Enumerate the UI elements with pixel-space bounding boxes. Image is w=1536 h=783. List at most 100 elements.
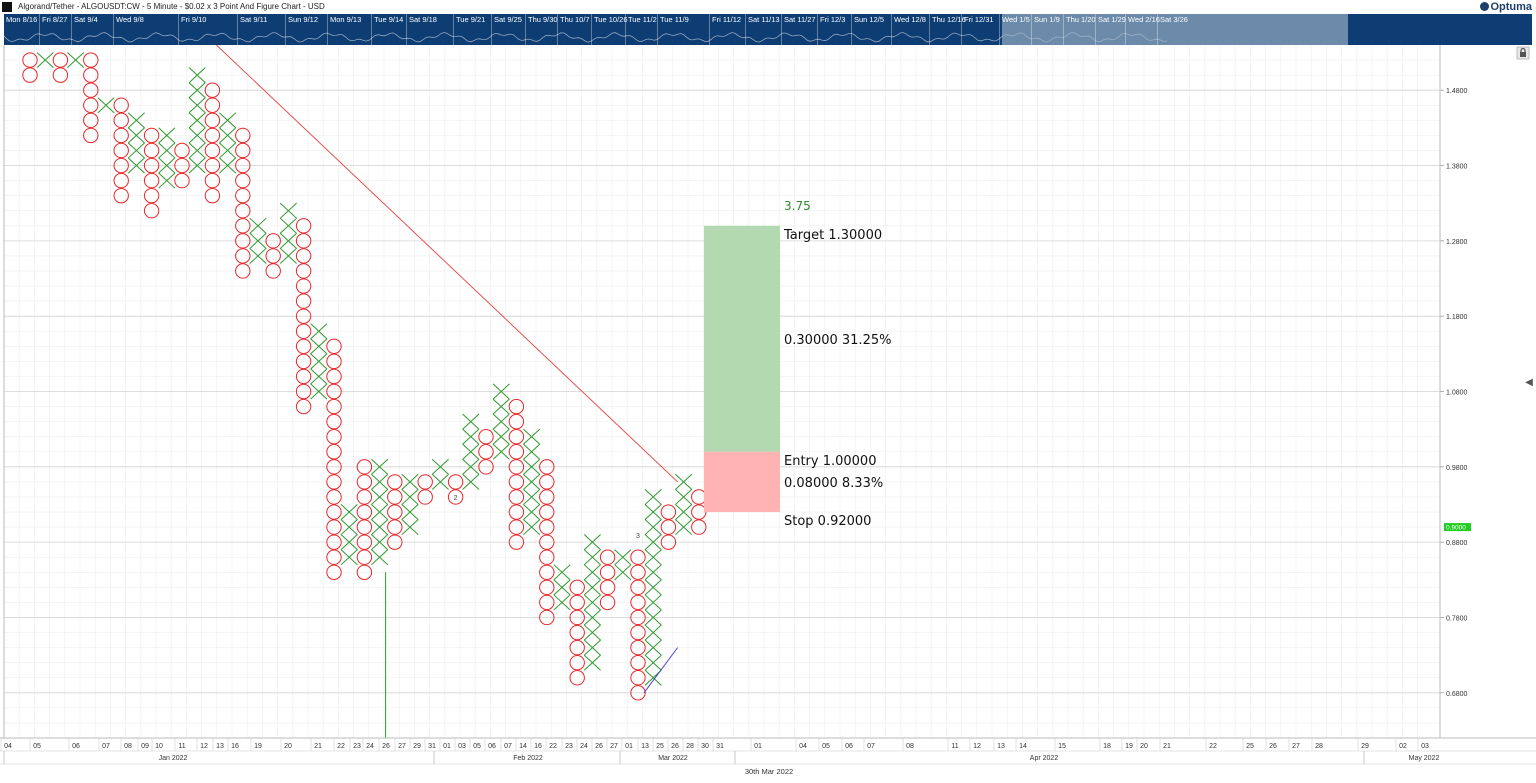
pf-o-box — [539, 489, 555, 505]
pf-x-box — [462, 413, 480, 430]
pf-o-box — [326, 444, 342, 460]
pf-o-box — [235, 157, 251, 174]
navigator-price-line — [4, 32, 1168, 43]
pf-o-box — [478, 459, 494, 475]
navigator-date-label[interactable]: Thu 9/30 — [528, 15, 558, 24]
pf-o-box — [235, 233, 251, 249]
navigator-date-label[interactable]: Wed 2/16 — [1128, 15, 1160, 24]
lock-icon[interactable] — [1516, 46, 1530, 60]
pf-o-box — [356, 534, 373, 550]
navigator-date-label[interactable]: Sat 9/4 — [74, 15, 98, 24]
pf-x-box — [492, 413, 510, 430]
pf-o-box — [235, 187, 251, 204]
y-tick-label: 0.7800 — [1446, 615, 1468, 622]
x-tick-label: 13 — [997, 743, 1005, 750]
x-tick-label: 16 — [231, 743, 239, 750]
logo-mark-icon — [1480, 2, 1490, 11]
navigator-separator — [781, 14, 782, 45]
pf-o-box — [630, 685, 646, 701]
pf-o-box — [113, 142, 129, 159]
navigator-separator — [327, 14, 328, 45]
symbol-icon[interactable] — [2, 2, 12, 12]
navigator-date-label[interactable]: Sun 12/5 — [854, 15, 885, 24]
navigator-separator — [1157, 14, 1158, 45]
pf-o-box — [539, 534, 555, 550]
pf-x-box — [279, 232, 297, 249]
pf-x-box — [340, 519, 358, 536]
pf-o-box — [295, 323, 312, 339]
navigator-separator — [237, 14, 238, 45]
navigator-date-label[interactable]: Fri 8/27 — [42, 15, 68, 24]
navigator-date-label[interactable]: Wed 12/8 — [894, 15, 926, 24]
chart-title: Algorand/Tether - ALGOUSDT:CW - 5 Minute… — [18, 2, 325, 11]
pf-x-box — [583, 609, 601, 626]
pf-x-box — [583, 639, 601, 656]
x-tick-label: 26 — [595, 743, 603, 750]
pf-o-box — [508, 413, 525, 430]
pf-o-box — [569, 670, 585, 686]
last-price-badge — [1444, 523, 1471, 532]
navigator-date-label[interactable]: Sat 3/26 — [1160, 15, 1188, 24]
navigator-date-label[interactable]: Wed 1/5 — [1002, 15, 1030, 24]
pf-x-box — [583, 534, 601, 551]
x-tick-label: 07 — [867, 743, 875, 750]
uptrend-line[interactable] — [643, 647, 678, 694]
navigator-date-label[interactable]: Sun 9/12 — [288, 15, 319, 24]
pf-o-box — [660, 519, 677, 535]
pf-x-box — [188, 97, 206, 114]
navigator-date-label[interactable]: Wed 9/8 — [116, 15, 144, 24]
pf-o-box — [569, 609, 585, 626]
pf-x-box — [401, 504, 419, 520]
navigator-date-label[interactable]: Thu 1/20 — [1066, 15, 1096, 24]
risk-box[interactable] — [704, 451, 780, 513]
reward-box[interactable] — [704, 225, 780, 452]
navigator-date-label[interactable]: Thu 10/7 — [560, 15, 590, 24]
pf-o-box — [630, 624, 646, 641]
pf-o-box — [326, 564, 342, 580]
navigator-date-label[interactable]: Tue 11/9 — [660, 15, 689, 24]
navigator-date-label[interactable]: Sat 9/11 — [240, 15, 268, 24]
navigator-separator — [71, 14, 72, 45]
pf-x-box — [675, 488, 693, 505]
navigator-date-label[interactable]: Sat 9/18 — [409, 15, 437, 24]
navigator-date-label[interactable]: Sun 1/9 — [1034, 15, 1060, 24]
navigator-date-label[interactable]: Thu 12/16 — [932, 15, 966, 24]
navigator-date-label[interactable]: Sat 11/13 — [748, 15, 780, 24]
navigator-date-label[interactable]: Tue 9/14 — [374, 15, 404, 24]
pf-x-box — [127, 142, 145, 159]
pf-o-box — [326, 383, 342, 400]
chevron-left-icon[interactable]: ◀ — [1525, 377, 1533, 388]
pf-x-box — [310, 323, 328, 340]
downtrend-line[interactable] — [216, 45, 678, 483]
navigator-date-label[interactable]: Fri 11/12 — [712, 15, 742, 24]
navigator-date-label[interactable]: Sat 9/25 — [494, 15, 522, 24]
navigator-separator — [525, 14, 526, 45]
pf-columns: 23 — [22, 45, 707, 738]
y-tick-label: 1.0800 — [1446, 390, 1468, 397]
pf-o-box — [326, 459, 342, 475]
navigator-selection-window[interactable] — [1002, 14, 1348, 45]
x-tick-label: 07 — [504, 743, 512, 750]
y-tick-label: 1.3800 — [1446, 164, 1468, 171]
x-tick-label: 01 — [443, 743, 451, 750]
navigator-date-label[interactable]: Tue 10/26 — [594, 15, 628, 24]
time-navigator[interactable]: Mon 8/16 Fri 8/27 Sat 9/4 Wed 9/8 Fri 9/10 Sa… — [4, 14, 1532, 45]
x-tick-label: 26 — [671, 743, 679, 750]
navigator-date-label[interactable]: Sat 1/29 — [1098, 15, 1126, 24]
navigator-date-label[interactable]: Fri 9/10 — [181, 15, 207, 24]
navigator-date-label[interactable]: Mon 9/13 — [330, 15, 362, 24]
pf-x-box — [492, 398, 510, 415]
navigator-date-label[interactable]: Mon 8/16 — [6, 15, 38, 24]
pf-o-box — [295, 308, 312, 324]
navigator-date-label[interactable]: Sat 11/27 — [784, 15, 816, 24]
navigator-separator — [929, 14, 930, 45]
pf-x-box — [492, 428, 510, 445]
navigator-date-label[interactable]: Fri 12/31 — [964, 15, 994, 24]
pf-o-box — [569, 654, 585, 671]
pf-o-box — [52, 67, 69, 83]
navigator-date-label[interactable]: Tue 11/2 — [628, 15, 657, 24]
navigator-line — [4, 32, 1168, 43]
navigator-date-label[interactable]: Tue 9/21 — [456, 15, 486, 24]
navigator-date-label[interactable]: Fri 12/3 — [820, 15, 846, 24]
